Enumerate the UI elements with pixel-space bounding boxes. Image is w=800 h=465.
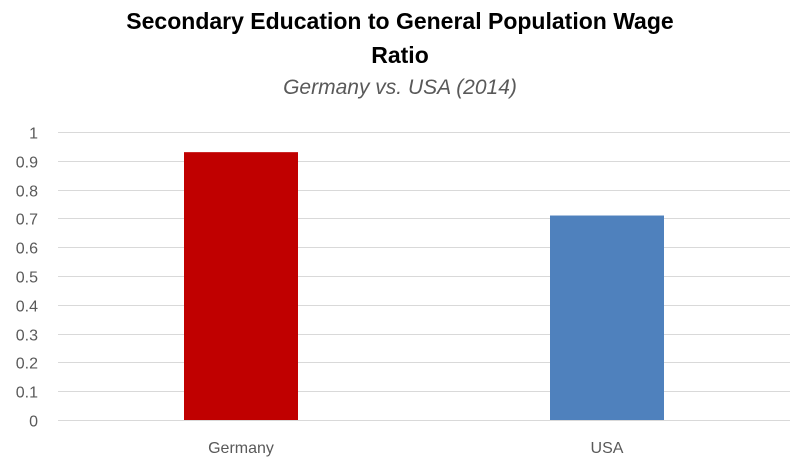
bar-germany bbox=[184, 152, 298, 420]
y-tick-label: 0.6 bbox=[16, 241, 38, 258]
bars bbox=[184, 152, 664, 420]
y-tick-label: 0.7 bbox=[16, 212, 38, 229]
y-tick-label: 0.8 bbox=[16, 184, 38, 201]
x-axis-category-labels: Germany USA bbox=[208, 440, 624, 457]
y-tick-label: 1 bbox=[29, 126, 38, 143]
y-tick-label: 0 bbox=[29, 414, 38, 431]
chart-subtitle: Germany vs. USA (2014) bbox=[283, 76, 517, 99]
y-tick-label: 0.5 bbox=[16, 270, 38, 287]
chart-title: Secondary Education to General Populatio… bbox=[0, 4, 800, 72]
y-tick-label: 0.3 bbox=[16, 328, 38, 345]
y-tick-label: 0.9 bbox=[16, 155, 38, 172]
x-category-label: Germany bbox=[208, 440, 274, 457]
y-tick-label: 0.1 bbox=[16, 385, 38, 402]
x-category-label: USA bbox=[591, 440, 624, 457]
chart-title-line-1: Secondary Education to General Populatio… bbox=[126, 8, 674, 34]
bar-usa bbox=[550, 215, 664, 420]
y-tick-label: 0.2 bbox=[16, 356, 38, 373]
chart-title-line-2: Ratio bbox=[371, 42, 429, 68]
y-tick-label: 0.4 bbox=[16, 299, 38, 316]
y-axis-tick-labels: 0 0.1 0.2 0.3 0.4 0.5 0.6 0.7 0.8 0.9 1 bbox=[16, 126, 38, 431]
gridlines bbox=[58, 132, 790, 421]
